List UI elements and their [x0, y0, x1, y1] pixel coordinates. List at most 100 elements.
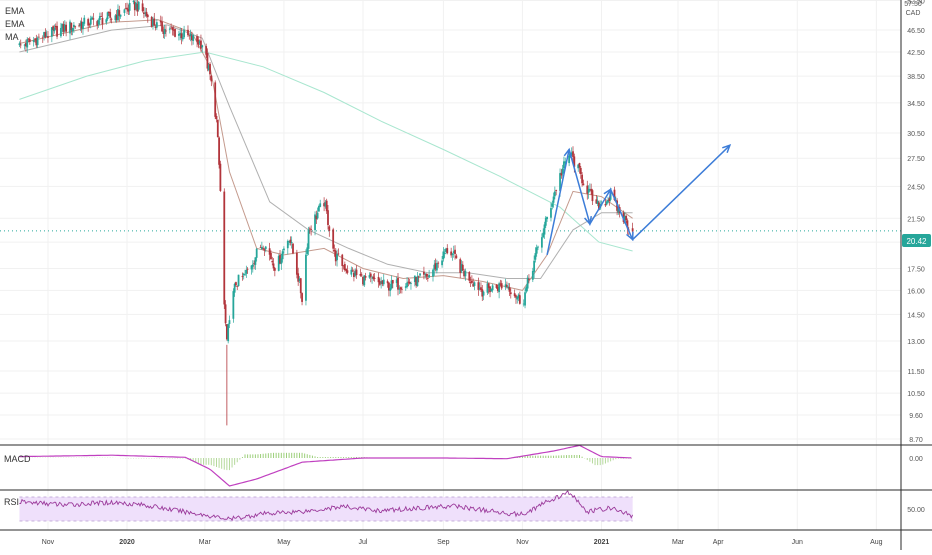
candle-body — [180, 33, 183, 39]
time-tick-label: Aug — [870, 539, 883, 546]
candle-body — [489, 286, 491, 293]
candle-body — [114, 15, 117, 21]
candle-body — [32, 40, 35, 42]
candle-body — [505, 285, 508, 287]
candle-body — [271, 261, 274, 263]
candle-body — [518, 295, 521, 304]
candle-body — [144, 12, 147, 14]
candle-body — [364, 276, 367, 278]
candle-body — [480, 287, 482, 291]
candle-body — [450, 251, 453, 256]
candle-body — [491, 285, 494, 291]
candle-body — [424, 273, 427, 275]
candle-body — [535, 247, 538, 254]
candle-body — [551, 203, 554, 207]
price-tick-label: 11.50 — [908, 369, 925, 376]
rsi-pane — [19, 490, 634, 522]
candle-body — [310, 228, 313, 230]
time-tick-label: May — [277, 539, 291, 546]
time-axis[interactable]: Nov 2020 Mar May Jul Sep Nov 2021 Mar Apr Jun Aug — [42, 539, 883, 546]
candle-body — [416, 276, 419, 287]
candle-body — [263, 249, 266, 251]
candle-body — [171, 27, 174, 31]
candle-body — [132, 0, 135, 3]
candle-body — [588, 189, 591, 190]
candle-body — [244, 274, 246, 276]
rsi-label[interactable]: RSI — [4, 497, 19, 507]
candle-body — [623, 216, 626, 224]
candle-body — [65, 24, 68, 32]
candle-body — [272, 263, 275, 269]
macd-line — [19, 444, 632, 487]
candle-body — [105, 19, 108, 23]
candle-body — [308, 228, 311, 230]
candle-body — [378, 281, 381, 285]
candle-body — [428, 275, 431, 278]
candle-body — [579, 167, 582, 175]
price-top-tick: 57.50 — [904, 1, 922, 8]
candle-body — [117, 9, 119, 21]
macd-label[interactable]: MACD — [4, 454, 31, 464]
candle-body — [60, 27, 62, 37]
price-tick-label: 14.50 — [907, 312, 925, 319]
candle-body — [63, 24, 66, 31]
candle-body — [236, 285, 239, 287]
candle-body — [223, 191, 226, 305]
price-tick-label: 8.70 — [909, 437, 923, 444]
candle-body — [92, 18, 95, 20]
candle-body — [490, 288, 493, 292]
candle-body — [390, 280, 393, 289]
candle-body — [487, 283, 490, 288]
candle-body — [345, 269, 348, 271]
candle-body — [368, 275, 371, 278]
candle-body — [626, 220, 629, 229]
candle-body — [187, 29, 189, 36]
candle-body — [136, 3, 139, 12]
candle-body — [607, 199, 609, 203]
candle-body — [242, 273, 245, 276]
candle-body — [196, 36, 198, 42]
candle-body — [259, 247, 262, 248]
candle-body — [153, 18, 156, 26]
candle-body — [18, 43, 21, 46]
candle-body — [441, 260, 443, 266]
candle-body — [598, 202, 600, 210]
time-tick-label: Jul — [359, 539, 368, 546]
ema-label-1[interactable]: EMA — [5, 6, 25, 16]
candle-body — [170, 27, 173, 29]
candle-body — [25, 43, 27, 47]
candle-body — [455, 255, 458, 259]
candle-body — [533, 260, 536, 272]
candle-body — [270, 253, 272, 260]
price-tick-label: 27.50 — [907, 156, 925, 163]
candle-body — [262, 247, 265, 249]
candle-body — [382, 279, 385, 285]
candle-body — [397, 278, 399, 290]
ma-label[interactable]: MA — [5, 32, 19, 42]
time-tick-label: Nov — [42, 539, 55, 546]
projection-drawing[interactable] — [546, 144, 732, 256]
candle-body — [359, 274, 362, 276]
candle-body — [507, 286, 510, 289]
candle-body — [423, 271, 425, 275]
candle-body — [461, 264, 464, 271]
candle-body — [305, 254, 307, 301]
candle-body — [110, 18, 113, 20]
candle-body — [61, 23, 64, 29]
candle-body — [89, 18, 92, 25]
candle-body — [74, 26, 77, 28]
time-tick-label: Sep — [437, 539, 450, 546]
candle-body — [273, 268, 276, 271]
candle-body — [578, 163, 581, 168]
ema-label-2[interactable]: EMA — [5, 19, 25, 29]
candle-body — [407, 281, 410, 283]
projection-arrowhead — [603, 187, 612, 198]
candle-body — [106, 12, 109, 20]
price-axis[interactable]: 52.50 46.50 42.50 38.50 34.50 30.50 27.50 24.50… — [907, 0, 925, 514]
candle-body — [522, 303, 525, 305]
projection-path[interactable] — [546, 144, 731, 256]
candle-body — [181, 37, 184, 40]
candle-body — [283, 248, 285, 251]
candle-body — [553, 191, 556, 197]
